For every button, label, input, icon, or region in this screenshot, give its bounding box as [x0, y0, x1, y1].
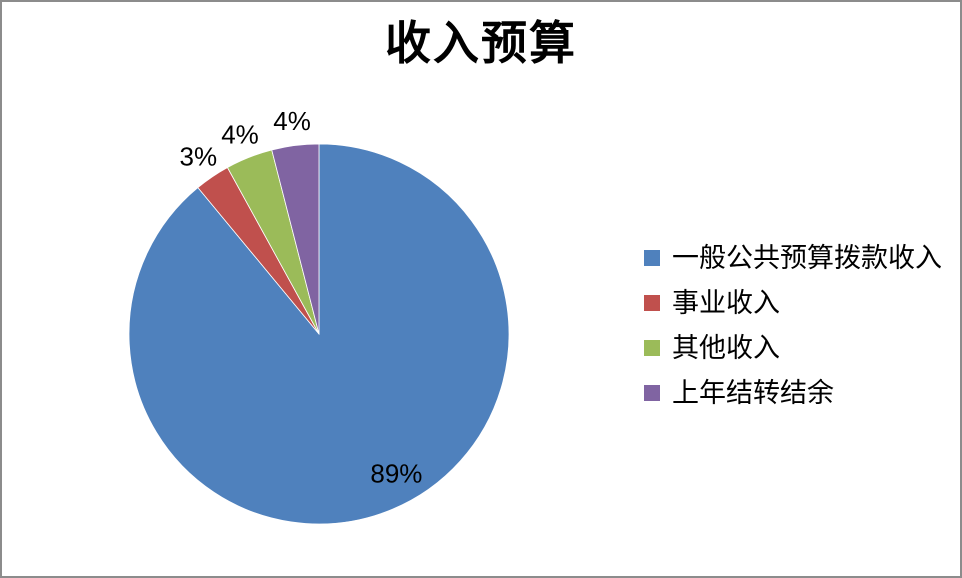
legend-swatch-icon	[644, 340, 660, 356]
legend-label: 一般公共预算拨款收入	[672, 242, 942, 273]
legend-swatch-icon	[644, 385, 660, 401]
slice-percent-label-0: 89%	[370, 458, 422, 488]
legend-item-1: 事业收入	[644, 288, 942, 318]
legend-item-3: 上年结转结余	[644, 378, 942, 408]
slice-percent-label-1: 3%	[180, 141, 218, 171]
chart-title: 收入预算	[385, 18, 577, 69]
legend-item-2: 其他收入	[644, 333, 942, 363]
legend-label: 事业收入	[672, 287, 780, 318]
slice-percent-label-2: 4%	[221, 119, 259, 149]
legend-swatch-icon	[644, 250, 660, 266]
legend-label: 上年结转结余	[672, 377, 834, 408]
legend-label: 其他收入	[672, 332, 780, 363]
legend: 一般公共预算拨款收入 事业收入其他收入上年结转结余	[644, 243, 942, 408]
slice-percent-label-3: 4%	[273, 106, 311, 136]
legend-swatch-icon	[644, 295, 660, 311]
legend-item-0: 一般公共预算拨款收入	[644, 243, 942, 273]
pie-slice-3	[271, 143, 320, 335]
